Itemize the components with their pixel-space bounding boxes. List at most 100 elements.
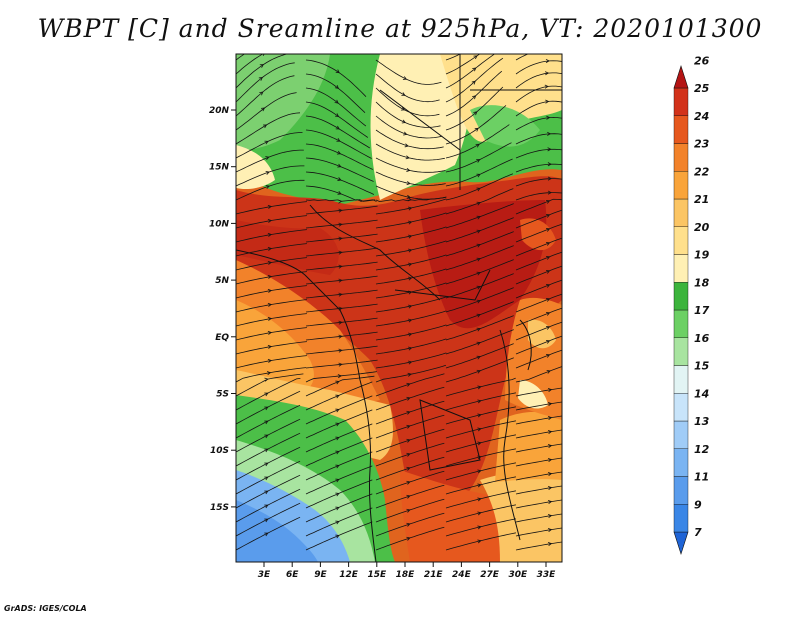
- streamline-arrow: [338, 222, 343, 227]
- streamline-arrow: [547, 176, 552, 181]
- streamline-arrow: [264, 448, 269, 453]
- streamline-arrow: [476, 187, 481, 192]
- streamline-arrow: [547, 131, 552, 136]
- streamline-arrow: [547, 162, 552, 167]
- colorbar-label: 23: [694, 138, 710, 151]
- streamline-arrow: [338, 320, 343, 325]
- streamline-arrow: [476, 327, 481, 332]
- colorbar-label: 18: [694, 276, 710, 289]
- streamline-arrow: [408, 346, 413, 351]
- streamline-arrow: [335, 408, 340, 413]
- streamline-arrow: [335, 380, 340, 385]
- colorbar-label: 9: [694, 498, 702, 511]
- streamline-arrow: [547, 430, 553, 435]
- streamline-arrow: [338, 236, 343, 241]
- streamline-arrow: [547, 486, 553, 491]
- streamline-arrow: [545, 270, 551, 274]
- streamline-arrow: [545, 58, 550, 64]
- map-title: WBPT [C] and Sreamline at 925hPa, VT: 20…: [37, 14, 763, 43]
- lon-label: 6E: [286, 570, 299, 580]
- colorbar-segment: [673, 143, 689, 172]
- streamline-arrow: [406, 382, 411, 387]
- streamline-arrow: [406, 194, 411, 199]
- streamline-arrow: [262, 124, 268, 129]
- streamline-arrow: [406, 181, 411, 186]
- streamline-arrow: [477, 413, 482, 418]
- colorbar-label: 14: [694, 387, 709, 400]
- streamline-arrow: [476, 243, 481, 248]
- colorbar-segment: [673, 448, 689, 477]
- streamline-arrow: [267, 232, 273, 237]
- streamline-arrow: [406, 452, 411, 457]
- streamline-arrow: [335, 520, 340, 525]
- colorbar-label: 19: [694, 249, 710, 262]
- streamline-arrow: [264, 518, 269, 523]
- streamline-arrow: [544, 71, 550, 76]
- streamline-arrow: [338, 362, 343, 367]
- streamline-arrow: [267, 358, 273, 363]
- streamline-arrow: [334, 99, 339, 104]
- colorbar-segment: [673, 254, 689, 283]
- streamline-arrow: [476, 299, 481, 304]
- lon-label: 21E: [424, 570, 444, 580]
- streamline-arrow: [473, 55, 478, 60]
- colorbar-segment: [673, 309, 689, 338]
- streamline-arrow: [338, 264, 343, 269]
- streamline-arrow: [408, 276, 413, 281]
- streamline-arrow: [545, 298, 551, 302]
- streamline-arrow: [267, 302, 273, 307]
- colorbar-label: 12: [694, 443, 710, 456]
- colorbar-segment: [673, 393, 689, 422]
- streamline-arrow: [336, 150, 342, 155]
- streamline-arrow: [408, 360, 413, 365]
- streamline-arrow: [547, 500, 553, 505]
- streamline-arrow: [335, 450, 340, 455]
- colorbar-label: 17: [694, 304, 710, 317]
- streamline-arrow: [547, 444, 553, 449]
- lon-label: 30E: [508, 570, 528, 580]
- streamline-arrow: [401, 119, 407, 124]
- streamline-arrow: [264, 532, 269, 537]
- streamline-arrow: [267, 260, 273, 265]
- streamline-arrow: [267, 316, 273, 321]
- streamline-arrow: [337, 177, 342, 181]
- streamline-arrow: [267, 330, 273, 335]
- lon-label: 33E: [537, 570, 557, 580]
- streamline-arrow: [474, 127, 479, 132]
- streamline-arrow: [334, 85, 340, 89]
- streamline-arrow: [546, 369, 551, 374]
- coastlines: [236, 54, 562, 562]
- streamline-arrow: [476, 271, 481, 276]
- streamline-arrow: [547, 47, 550, 50]
- streamline-arrow: [477, 385, 482, 390]
- colorbar-label: 22: [694, 165, 710, 178]
- streamline-arrow: [267, 288, 273, 293]
- streamline-arrow: [264, 377, 269, 382]
- colorbar-label: 7: [694, 526, 702, 539]
- streamline-arrow: [547, 458, 553, 463]
- lat-label: 5S: [216, 390, 229, 400]
- streamline-arrow: [406, 480, 411, 485]
- streamline-arrow: [406, 494, 411, 499]
- streamline-arrow: [259, 91, 264, 96]
- lat-label: 10N: [209, 219, 230, 229]
- lat-label: 15S: [210, 503, 229, 513]
- streamline-arrow: [545, 200, 551, 204]
- streamline-arrow: [476, 285, 481, 290]
- lon-label: 18E: [396, 570, 416, 580]
- colorbar-label: 13: [694, 415, 710, 428]
- map-frame: [235, 53, 563, 563]
- streamline-arrow: [264, 476, 269, 481]
- streamline-arrow: [408, 318, 413, 323]
- colorbar-arrow-low: [673, 531, 689, 555]
- streamline-arrow: [476, 201, 481, 206]
- streamline-arrow: [476, 173, 481, 178]
- streamline-arrow: [407, 372, 412, 377]
- colorbar-segment: [673, 365, 689, 394]
- streamline-arrow: [408, 220, 413, 225]
- streamline-arrow: [264, 462, 269, 467]
- streamline-arrow: [264, 406, 269, 411]
- streamline-arrow: [547, 472, 553, 477]
- lon-label: 27E: [480, 570, 500, 580]
- streamline-arrow: [266, 371, 272, 376]
